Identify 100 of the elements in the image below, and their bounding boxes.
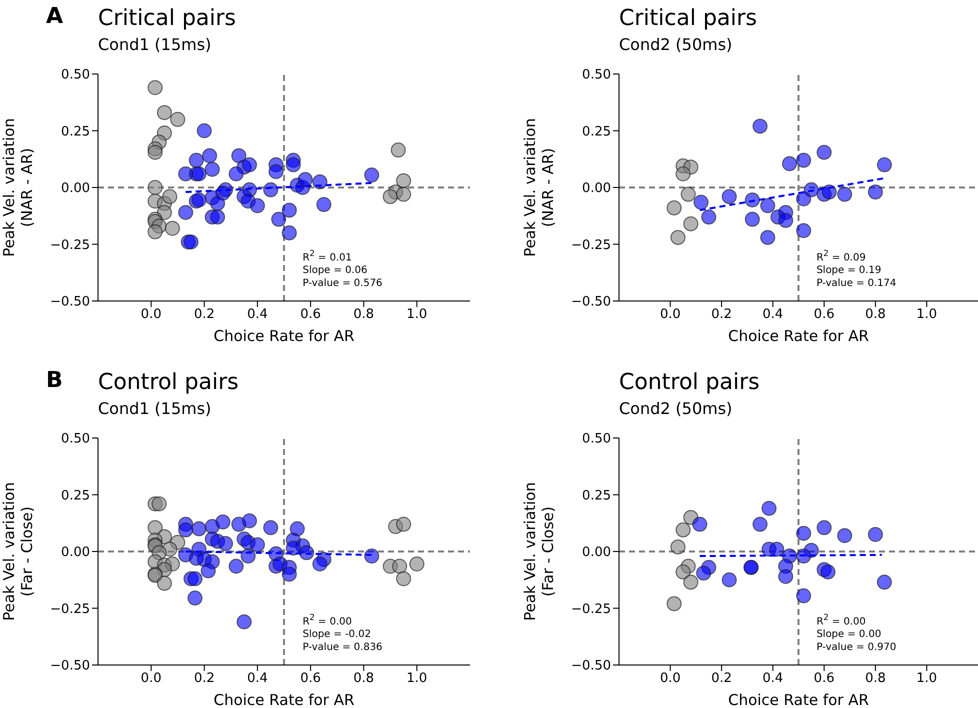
point xyxy=(778,568,794,584)
point xyxy=(298,172,313,188)
x-tick-label: 0.4 xyxy=(247,671,268,686)
x-tick-label: 0.4 xyxy=(762,307,784,322)
point xyxy=(188,152,204,168)
point xyxy=(148,80,163,96)
chart-subtitle: Cond1 (15ms) xyxy=(98,35,212,54)
point xyxy=(796,548,812,564)
point xyxy=(148,224,163,240)
annotation: R$^{2}$ = 0.09 Slope = 0.19 P-value = 0.174 xyxy=(816,246,896,290)
point xyxy=(236,614,252,630)
point xyxy=(796,191,812,206)
point xyxy=(676,522,691,538)
annotation: R$^{2}$ = 0.01 Slope = 0.06 P-value = 0.576 xyxy=(302,246,382,290)
point xyxy=(364,548,380,564)
point xyxy=(156,105,172,120)
point xyxy=(820,564,836,580)
x-tick-label: 0.2 xyxy=(711,307,732,322)
x-tick-label: 0.2 xyxy=(194,307,215,322)
point xyxy=(666,596,682,612)
point xyxy=(162,189,178,204)
point xyxy=(231,148,246,164)
point xyxy=(722,572,737,588)
chart-title: Critical pairs xyxy=(98,6,236,31)
point xyxy=(409,556,424,572)
point xyxy=(312,174,328,190)
x-axis-title: Choice Rate for AR xyxy=(728,691,869,708)
point xyxy=(184,234,198,250)
x-tick-label: 0.0 xyxy=(140,671,162,686)
point xyxy=(796,223,812,238)
point xyxy=(666,200,682,216)
text: A xyxy=(46,4,64,29)
point xyxy=(282,225,297,240)
y-tick-label: 0.25 xyxy=(61,488,90,504)
x-tick-label: 0.8 xyxy=(353,671,374,686)
y-tick-label: −0.50 xyxy=(571,658,611,674)
y-tick-label: 0.00 xyxy=(61,181,90,196)
point xyxy=(286,157,301,172)
x-tick-label: 0.4 xyxy=(247,307,268,322)
point xyxy=(683,574,698,590)
x-tick-label: 1.0 xyxy=(916,671,938,686)
x-tick-label: 0.4 xyxy=(762,671,784,686)
point xyxy=(816,144,832,160)
point xyxy=(769,542,784,557)
point xyxy=(364,168,380,183)
point xyxy=(868,526,883,542)
y-axis-title: Peak Vel. variation (Far - Close) xyxy=(0,482,36,621)
point xyxy=(390,142,406,158)
point xyxy=(822,184,837,200)
point xyxy=(744,212,760,227)
point xyxy=(250,198,265,214)
x-tick-label: 0.6 xyxy=(300,307,321,322)
point xyxy=(796,152,812,168)
y-tick-label: 0.25 xyxy=(582,124,611,140)
y-tick-label: 0.50 xyxy=(61,68,90,83)
point xyxy=(778,212,794,228)
x-tick-label: 0.2 xyxy=(194,671,215,686)
y-tick-label: 0.50 xyxy=(582,432,611,447)
point xyxy=(760,230,776,245)
point xyxy=(876,157,892,172)
x-tick-label: 0.0 xyxy=(140,307,162,322)
x-tick-label: 1.0 xyxy=(406,671,428,686)
point xyxy=(187,571,202,586)
point xyxy=(670,539,686,554)
y-tick-label: 0.00 xyxy=(61,545,90,560)
point xyxy=(218,536,234,552)
point xyxy=(228,166,244,182)
x-tick-label: 1.0 xyxy=(916,307,938,322)
y-tick-label: −0.25 xyxy=(50,238,90,253)
point xyxy=(312,556,328,572)
point xyxy=(837,528,852,544)
point xyxy=(170,112,186,127)
point xyxy=(876,574,892,590)
point xyxy=(282,202,297,218)
point xyxy=(271,212,286,227)
x-tick-label: 0.0 xyxy=(660,671,681,686)
chart-subtitle: Cond2 (50ms) xyxy=(619,399,732,418)
point xyxy=(868,184,883,200)
point xyxy=(250,537,265,552)
y-tick-label: −0.50 xyxy=(571,294,611,310)
point xyxy=(191,521,206,536)
x-tick-label: 0.8 xyxy=(353,307,374,322)
chart-subtitle: Cond2 (50ms) xyxy=(619,35,732,54)
y-tick-label: 0.00 xyxy=(582,545,611,560)
point xyxy=(762,500,777,516)
point xyxy=(178,204,194,220)
x-axis-title: Choice Rate for AR xyxy=(214,691,354,708)
point xyxy=(722,189,737,204)
point xyxy=(694,194,709,210)
y-tick-label: −0.25 xyxy=(571,238,611,253)
chart-title: Control pairs xyxy=(619,370,760,395)
point xyxy=(164,220,180,236)
point xyxy=(670,230,686,245)
x-tick-label: 0.2 xyxy=(711,671,732,686)
point xyxy=(816,520,832,536)
text: B xyxy=(46,368,63,393)
y-axis-title: Peak Vel. variation (NAR - AR) xyxy=(0,118,36,257)
point xyxy=(696,566,712,581)
chart-subtitle: Cond1 (15ms) xyxy=(98,399,212,418)
point xyxy=(268,164,284,180)
